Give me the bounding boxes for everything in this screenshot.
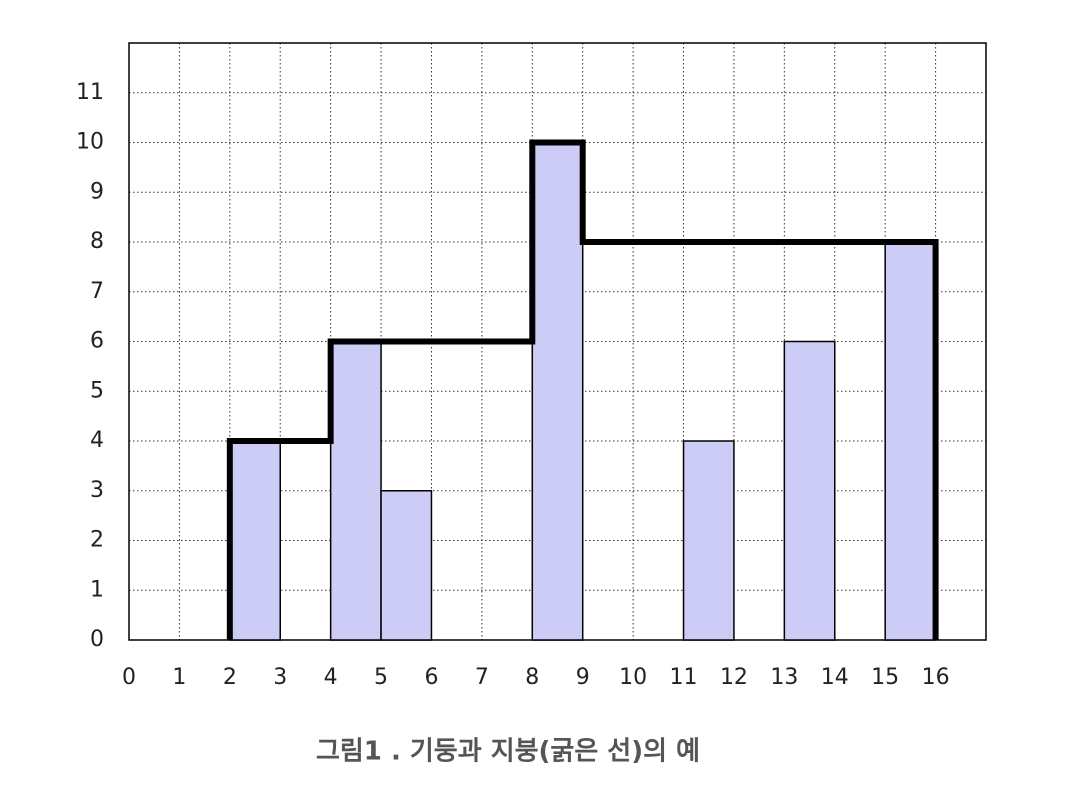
y-tick-label: 4 — [90, 428, 104, 453]
y-tick-label: 5 — [90, 378, 104, 403]
bar — [380, 490, 433, 641]
bar — [783, 340, 836, 641]
x-tick-label: 15 — [871, 665, 899, 690]
y-tick-label: 2 — [90, 528, 104, 553]
x-tick-label: 0 — [122, 665, 136, 690]
x-tick-label: 9 — [576, 665, 590, 690]
x-tick-label: 6 — [424, 665, 438, 690]
y-tick-label: 7 — [90, 279, 104, 304]
caption: 그림1 . 기둥과 지붕(굵은 선)의 예 — [316, 737, 700, 767]
bar — [329, 340, 382, 641]
x-tick-label: 3 — [273, 665, 287, 690]
x-tick-label: 12 — [720, 665, 748, 690]
bar — [229, 440, 281, 641]
x-tick-label: 8 — [525, 665, 539, 690]
y-tick-label: 10 — [76, 130, 104, 155]
x-tick-label: 10 — [619, 665, 647, 690]
x-tick-label: 2 — [223, 665, 237, 690]
x-tick-label: 14 — [821, 665, 849, 690]
x-tick-label: 13 — [770, 665, 798, 690]
y-tick-label: 1 — [90, 577, 104, 602]
y-tick-label: 11 — [76, 80, 104, 105]
y-tick-label: 3 — [90, 478, 104, 503]
bar — [682, 440, 735, 641]
y-tick-label: 6 — [90, 329, 104, 354]
x-tick-label: 16 — [922, 665, 950, 690]
bar — [531, 141, 584, 641]
y-tick-label: 0 — [90, 627, 104, 652]
x-tick-label: 11 — [670, 665, 698, 690]
x-tick-label: 4 — [324, 665, 338, 690]
roof-line — [226, 139, 939, 640]
y-tick-label: 8 — [90, 229, 104, 254]
y-tick-label: 9 — [90, 179, 104, 204]
x-tick-label: 5 — [374, 665, 388, 690]
bar — [884, 241, 937, 641]
x-tick-label: 7 — [475, 665, 489, 690]
x-tick-label: 1 — [172, 665, 186, 690]
